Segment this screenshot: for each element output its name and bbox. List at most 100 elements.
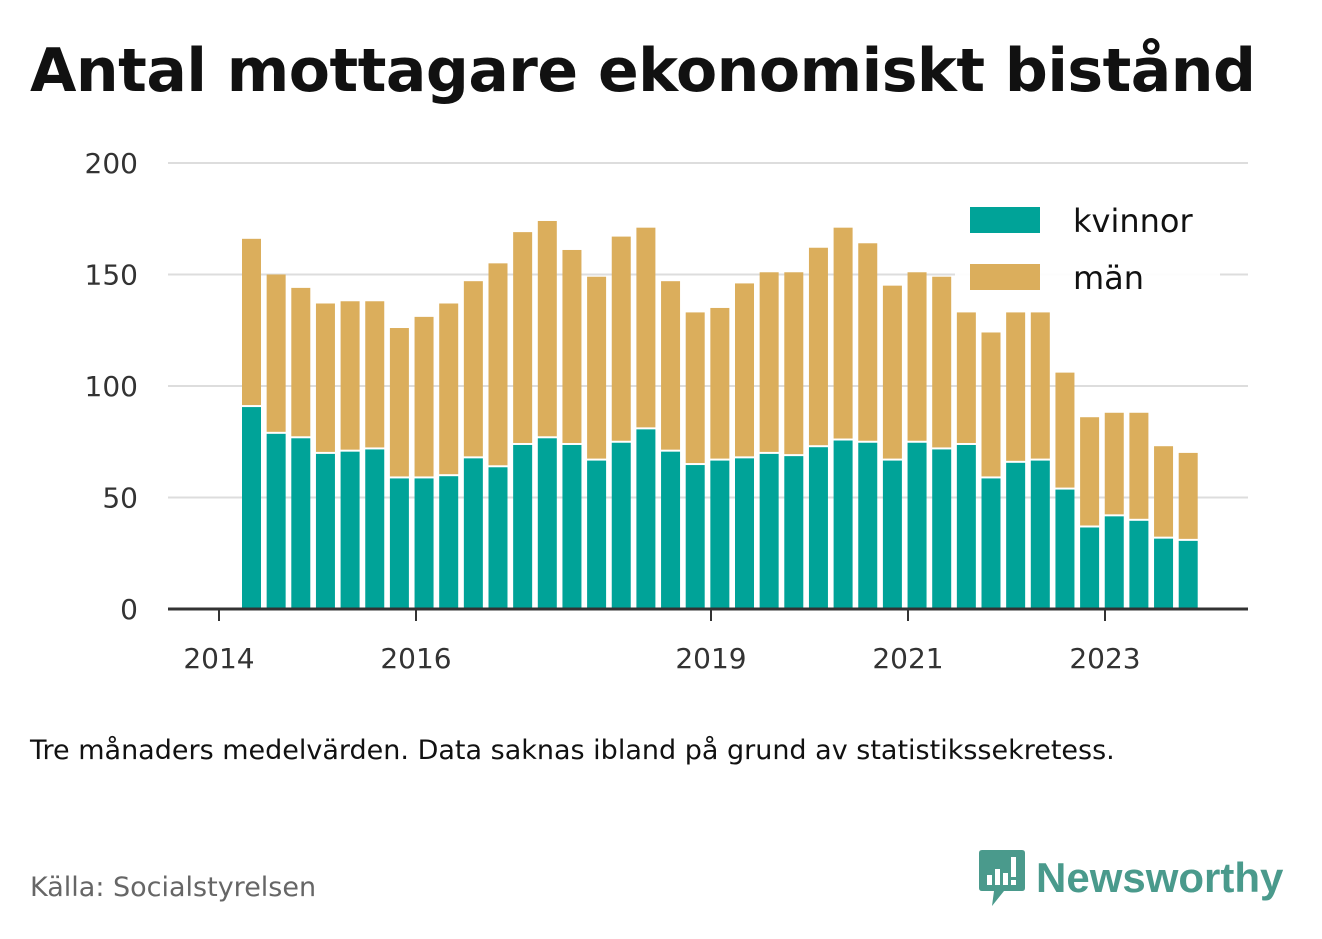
y-tick-label: 150 xyxy=(85,259,138,292)
x-tick-label: 2019 xyxy=(675,642,746,675)
bar-kvinnor xyxy=(636,429,656,609)
bar-man xyxy=(735,283,754,457)
bar-kvinnor xyxy=(1104,516,1124,609)
bar-kvinnor xyxy=(1080,527,1100,609)
bar-man xyxy=(784,272,804,455)
bar-man xyxy=(956,312,976,443)
bar-kvinnor xyxy=(882,460,902,609)
legend-swatch xyxy=(970,264,1040,290)
bar-man xyxy=(611,236,631,441)
bar-kvinnor xyxy=(488,467,508,609)
bar-man xyxy=(537,220,557,437)
bar-man xyxy=(562,249,582,443)
chart-title: Antal mottagare ekonomiskt bistånd xyxy=(30,36,1256,106)
bar-man xyxy=(1154,446,1174,537)
bar-kvinnor xyxy=(833,440,853,609)
bar-kvinnor xyxy=(291,438,311,609)
bar-man xyxy=(463,281,483,457)
bar-kvinnor xyxy=(956,444,976,609)
bar-man xyxy=(882,285,902,459)
bar-man xyxy=(365,301,385,448)
chart-note: Tre månaders medelvärden. Data saknas ib… xyxy=(30,735,1115,766)
y-tick-label: 200 xyxy=(85,147,138,180)
bar-man xyxy=(340,301,360,450)
bar-kvinnor xyxy=(710,460,730,609)
x-tick-label: 2016 xyxy=(380,642,451,675)
source-label: Källa: Socialstyrelsen xyxy=(30,872,317,903)
bar-kvinnor xyxy=(1030,460,1050,609)
bar-kvinnor xyxy=(439,476,459,609)
bar-kvinnor xyxy=(315,453,335,609)
bar-man xyxy=(1129,412,1149,519)
bar-kvinnor xyxy=(1006,462,1026,609)
legend: kvinnor män xyxy=(955,190,1220,308)
bar-man xyxy=(636,227,656,428)
bar-man xyxy=(439,303,459,475)
bars xyxy=(242,220,1198,609)
bar-man xyxy=(1104,412,1124,515)
bar-man xyxy=(414,316,434,477)
bar-man xyxy=(981,332,1001,477)
bar-kvinnor xyxy=(266,433,286,609)
bar-kvinnor xyxy=(463,458,483,609)
bar-kvinnor xyxy=(685,465,705,609)
bar-man xyxy=(759,272,779,452)
bar-kvinnor xyxy=(759,453,779,609)
bar-kvinnor xyxy=(537,438,557,609)
x-axis-ticks: 2014 2016 2019 2021 2023 xyxy=(183,609,1141,675)
bar-kvinnor xyxy=(340,451,360,609)
bar-man xyxy=(858,243,878,441)
bar-kvinnor xyxy=(1129,520,1149,609)
bar-kvinnor xyxy=(365,449,385,609)
legend-label: kvinnor xyxy=(1073,202,1194,240)
bar-man xyxy=(685,312,705,464)
bar-man xyxy=(389,328,409,477)
legend-label: män xyxy=(1073,259,1144,297)
bar-kvinnor xyxy=(1055,489,1075,609)
bar-man xyxy=(587,276,607,459)
brand-logo[interactable]: Newsworthy xyxy=(978,848,1283,908)
bar-kvinnor xyxy=(1154,538,1174,609)
bar-man xyxy=(242,238,261,406)
bar-kvinnor xyxy=(587,460,607,609)
bar-kvinnor xyxy=(907,442,927,609)
newsworthy-logo-icon xyxy=(979,850,1025,906)
bar-kvinnor xyxy=(414,478,434,609)
y-tick-label: 100 xyxy=(85,370,138,403)
bar-kvinnor xyxy=(784,456,804,609)
brand-name: Newsworthy xyxy=(1036,854,1284,901)
bar-man xyxy=(1178,452,1198,539)
bar-kvinnor xyxy=(932,449,952,609)
bar-man xyxy=(291,287,311,437)
bar-man xyxy=(488,263,508,466)
bar-kvinnor xyxy=(1178,540,1198,609)
bar-kvinnor xyxy=(513,444,533,609)
bar-man xyxy=(1006,312,1026,461)
bar-kvinnor xyxy=(858,442,878,609)
bar-man xyxy=(808,247,828,446)
x-tick-label: 2014 xyxy=(183,642,254,675)
bar-man xyxy=(907,272,927,441)
bar-kvinnor xyxy=(808,447,828,609)
bar-man xyxy=(513,232,533,443)
y-tick-label: 0 xyxy=(120,593,138,626)
x-tick-label: 2023 xyxy=(1069,642,1140,675)
bar-kvinnor xyxy=(981,478,1001,609)
bar-man xyxy=(266,274,286,432)
bar-man xyxy=(710,307,730,459)
bar-man xyxy=(932,276,952,448)
bar-kvinnor xyxy=(389,478,409,609)
bar-kvinnor xyxy=(562,444,582,609)
bar-kvinnor xyxy=(661,451,681,609)
bar-man xyxy=(661,281,681,450)
bar-man xyxy=(1030,312,1050,459)
bar-man xyxy=(833,227,853,439)
bar-kvinnor xyxy=(611,442,631,609)
bar-man xyxy=(1055,372,1075,488)
y-axis-ticks: 0 50 100 150 200 xyxy=(85,147,138,626)
chart-svg: 0 50 100 150 200 2014 2016 2019 2021 2023 kvinno… xyxy=(85,147,1248,675)
legend-swatch xyxy=(970,207,1040,233)
bar-kvinnor xyxy=(735,458,754,609)
bar-man xyxy=(315,303,335,452)
y-tick-label: 50 xyxy=(102,482,138,515)
